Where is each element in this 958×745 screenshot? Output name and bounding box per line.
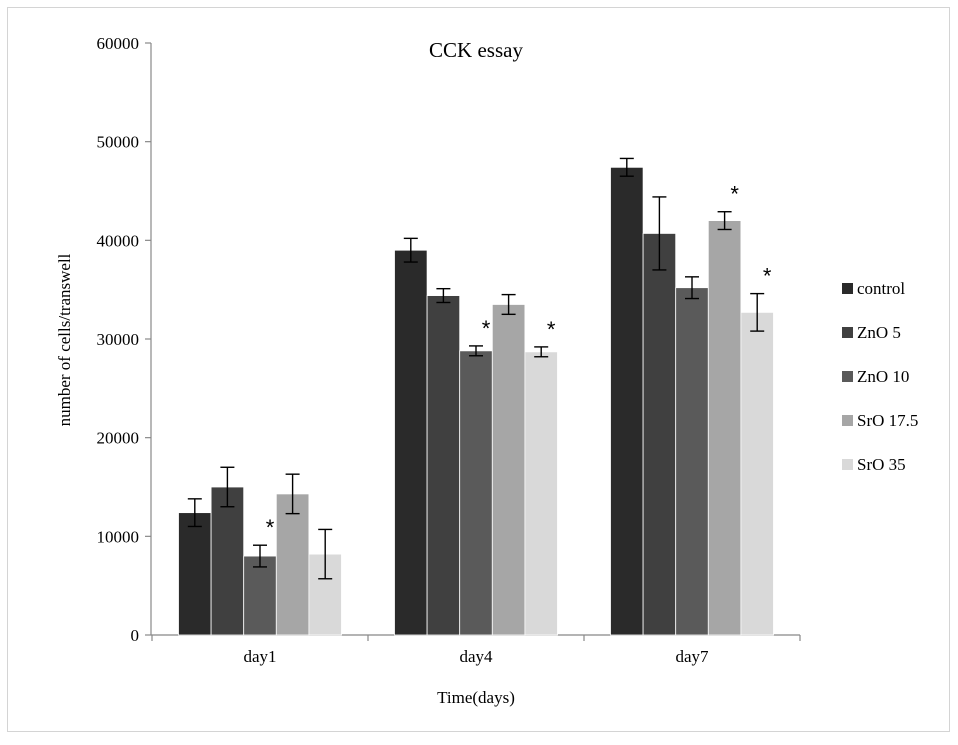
legend-label: ZnO 10: [857, 367, 909, 386]
legend: control ZnO 5 ZnO 10 SrO 17.5 SrO 35: [842, 279, 918, 474]
y-tick-label: 20000: [97, 429, 140, 448]
bar: [178, 512, 212, 636]
significance-marker: *: [763, 264, 772, 289]
bar: [243, 555, 277, 636]
legend-label: SrO 17.5: [857, 411, 918, 430]
x-axis-title: Time(days): [437, 688, 515, 707]
bar: [275, 493, 310, 636]
bar: [707, 220, 742, 636]
chart-title: CCK essay: [429, 38, 523, 62]
bar: [210, 486, 245, 636]
y-axis-title: number of cells/transwell: [55, 253, 74, 426]
legend-swatch: [842, 459, 853, 470]
bar: [394, 249, 428, 636]
legend-swatch: [842, 327, 853, 338]
x-category-label: day7: [675, 647, 709, 666]
legend-label: control: [857, 279, 905, 298]
legend-label: SrO 35: [857, 455, 906, 474]
y-tick-label: 50000: [97, 133, 140, 152]
significance-marker: *: [730, 182, 739, 207]
significance-marker: *: [482, 316, 491, 341]
legend-swatch: [842, 371, 853, 382]
x-category-label: day1: [243, 647, 276, 666]
x-category-label: day4: [459, 647, 493, 666]
y-tick-label: 10000: [97, 527, 140, 546]
bar: [675, 287, 709, 636]
legend-swatch: [842, 415, 853, 426]
bar: [426, 295, 461, 636]
bar: [524, 351, 558, 636]
y-tick-label: 0: [131, 626, 140, 645]
bar: [491, 304, 526, 636]
significance-marker: *: [266, 515, 275, 540]
bar: [459, 350, 493, 636]
legend-swatch: [842, 283, 853, 294]
plot-area: 0 10000 20000 30000 40000 50000 60000 day1 * day4…: [97, 34, 801, 666]
y-tick-label: 40000: [97, 231, 140, 250]
bar: [740, 311, 774, 636]
y-tick-label: 30000: [97, 330, 140, 349]
bar: [610, 166, 644, 636]
legend-label: ZnO 5: [857, 323, 901, 342]
bar: [642, 233, 677, 636]
y-tick-label: 60000: [97, 34, 140, 53]
significance-marker: *: [547, 317, 556, 342]
